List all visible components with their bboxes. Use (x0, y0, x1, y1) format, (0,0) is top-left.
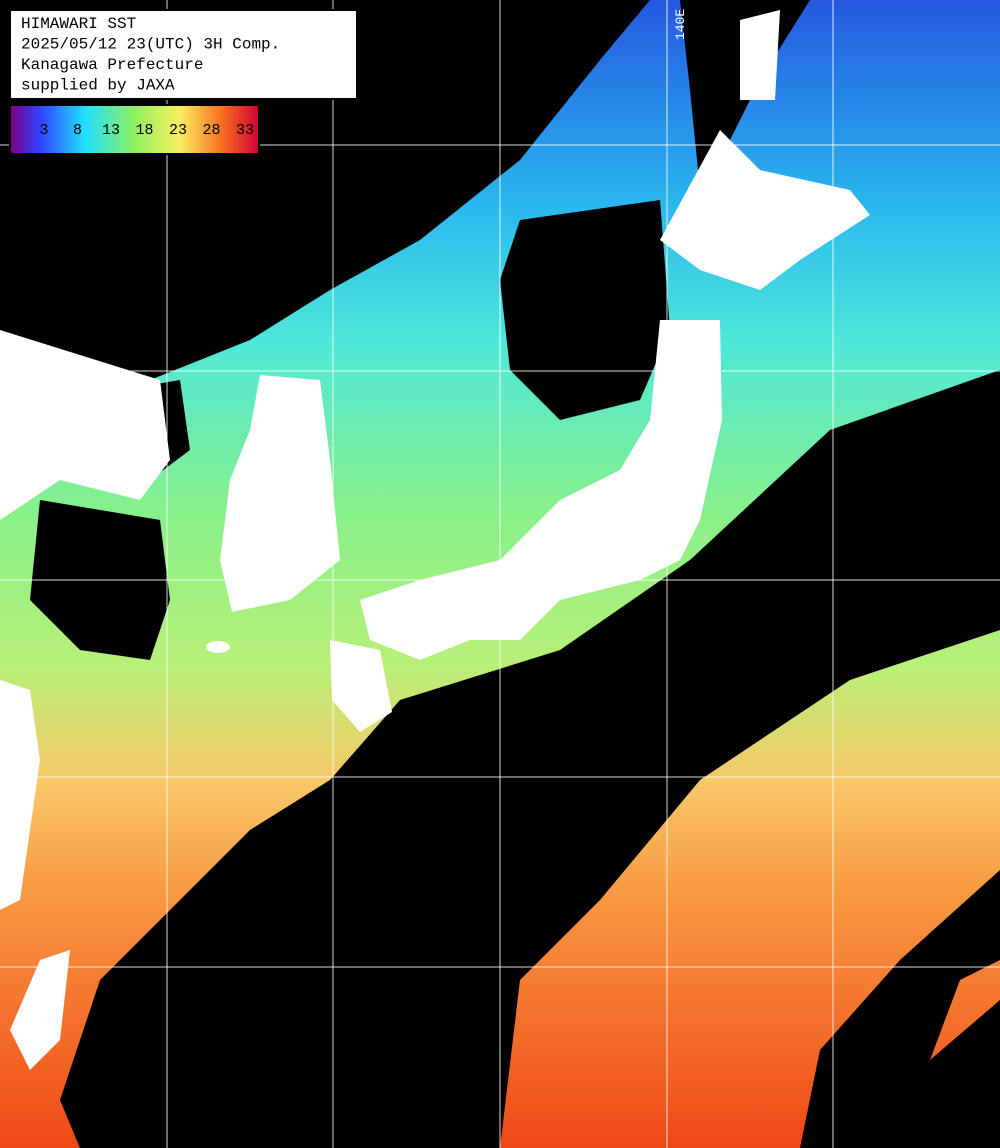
header-line: Kanagawa Prefecture (21, 56, 203, 74)
land (0, 10, 870, 1070)
colorbar-tick-label: 8 (73, 122, 82, 139)
colorbar (9, 104, 260, 155)
colorbar-tick-label: 28 (202, 122, 220, 139)
header: HIMAWARI SST 2025/05/12 23(UTC) 3H Comp. K… (21, 15, 280, 95)
header-line: HIMAWARI SST (21, 15, 136, 33)
header-line: supplied by JAXA (21, 77, 175, 95)
colorbar-tick-label: 13 (102, 122, 120, 139)
colorbar-tick-label: 3 (39, 122, 48, 139)
longitude-label: 140E (673, 9, 688, 40)
colorbar-tick-label: 33 (236, 122, 254, 139)
colorbar-tick-label: 23 (169, 122, 187, 139)
colorbar-tick-label: 18 (135, 122, 153, 139)
header-line: 2025/05/12 23(UTC) 3H Comp. (21, 36, 280, 54)
colorbar-ticks: 3 8 13 18 23 28 33 (39, 122, 254, 139)
header-box (9, 9, 358, 100)
latitude-label: 40N (4, 355, 27, 370)
